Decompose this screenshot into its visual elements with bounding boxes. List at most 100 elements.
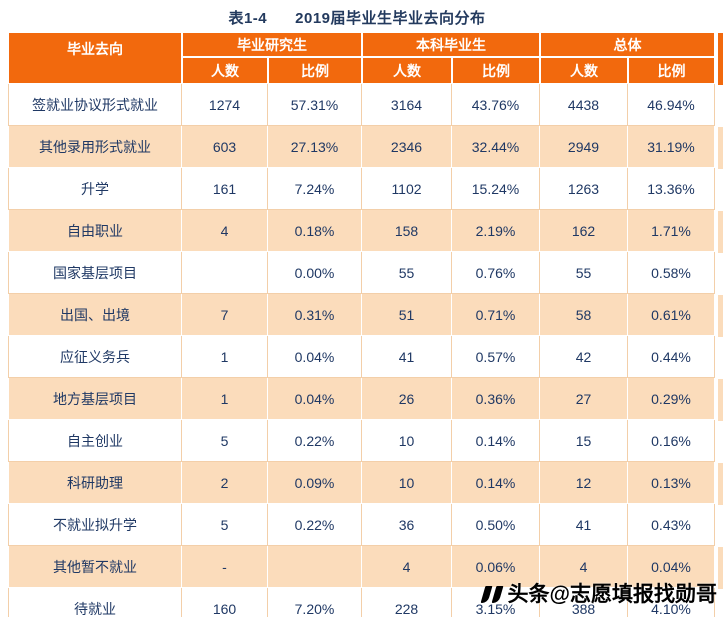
table-row: 地方基层项目 1 0.04% 26 0.36% 27 0.29% — [8, 378, 715, 420]
table-row: 其他暂不就业 -4 0.06% 4 0.04% — [8, 546, 715, 588]
cell-value: 26 — [362, 378, 452, 420]
cell-value: 0.76% — [452, 252, 540, 294]
cell-value: 0.09% — [268, 462, 362, 504]
cell-value: 0.57% — [452, 336, 540, 378]
cell-value: 7.24% — [268, 168, 362, 210]
row-label: 待就业 — [8, 588, 182, 617]
cell-value: 42 — [540, 336, 628, 378]
cell-value: 0.22% — [268, 504, 362, 546]
header-group-total: 总体 — [540, 32, 715, 57]
header-group-row: 毕业去向 毕业研究生 本科毕业生 总体 — [8, 32, 715, 84]
cell-value: 32.44% — [452, 126, 540, 168]
row-label: 签就业协议形式就业 — [8, 84, 182, 126]
cell-value: 0.71% — [452, 294, 540, 336]
cell-value: 161 — [182, 168, 268, 210]
cell-value: 1.71% — [628, 210, 715, 252]
cell-value: 55 — [362, 252, 452, 294]
cell-value: 228 — [362, 588, 452, 617]
table-row: 其他录用形式就业 603 27.13% 2346 32.44% 2949 31.19% — [8, 126, 715, 168]
cell-value: 55 — [540, 252, 628, 294]
row-label: 不就业拟升学 — [8, 504, 182, 546]
cell-value: 12 — [540, 462, 628, 504]
cell-value: 1 — [182, 336, 268, 378]
table-row: 待就业 160 7.20% 228 3.15% 388 4.10% — [8, 588, 715, 617]
cell-value: 1263 — [540, 168, 628, 210]
cell-value: 4 — [182, 210, 268, 252]
cell-value: 0.29% — [628, 378, 715, 420]
row-label: 自主创业 — [8, 420, 182, 462]
cell-value: 4 — [362, 546, 452, 588]
table-title: 表1-4 2019届毕业生毕业去向分布 — [228, 10, 486, 27]
cell-value: 41 — [540, 504, 628, 546]
row-label: 出国、出境 — [8, 294, 182, 336]
table-row: 应征义务兵 1 0.04% 41 0.57% 42 0.44% — [8, 336, 715, 378]
cell-value: 1 — [182, 378, 268, 420]
cell-value: 2346 — [362, 126, 452, 168]
table-row: 自主创业 5 0.22% 10 0.14% 15 0.16% — [8, 420, 715, 462]
cell-value: 31.19% — [628, 126, 715, 168]
table-row: 不就业拟升学 5 0.22% 36 0.50% 41 0.43% — [8, 504, 715, 546]
cell-value: 41 — [362, 336, 452, 378]
table-header: 毕业去向 毕业研究生 本科毕业生 总体 人数 比例 人数 比例 人数 比例 — [8, 32, 715, 84]
cell-value: 0.13% — [628, 462, 715, 504]
subheader-count: 人数 — [540, 57, 628, 84]
cell-value: 0.06% — [452, 546, 540, 588]
cell-value: 27 — [540, 378, 628, 420]
table-row: 科研助理 2 0.09% 10 0.14% 12 0.13% — [8, 462, 715, 504]
cell-value: 15 — [540, 420, 628, 462]
cell-value: 3.15% — [452, 588, 540, 617]
row-label: 升学 — [8, 168, 182, 210]
cell-value: 0.14% — [452, 420, 540, 462]
cell-value: 0.61% — [628, 294, 715, 336]
subheader-count: 人数 — [362, 57, 452, 84]
subheader-ratio: 比例 — [628, 57, 715, 84]
header-sub-row: 人数 比例 人数 比例 人数 比例 — [8, 57, 715, 84]
cell-value: 0.22% — [268, 420, 362, 462]
cell-value: 2949 — [540, 126, 628, 168]
cell-value: 43.76% — [452, 84, 540, 126]
cell-value: 388 — [540, 588, 628, 617]
row-label: 地方基层项目 — [8, 378, 182, 420]
header-group-postgraduate: 毕业研究生 — [182, 32, 362, 57]
cell-value: 13.36% — [628, 168, 715, 210]
clipped-table-edge — [718, 33, 723, 617]
table-row: 升学 161 7.24% 1102 15.24% 1263 13.36% — [8, 168, 715, 210]
cell-value: 7.20% — [268, 588, 362, 617]
row-label: 科研助理 — [8, 462, 182, 504]
cell-value: 10 — [362, 420, 452, 462]
cell-value: 0.18% — [268, 210, 362, 252]
watermark: 头条@志愿填报找勋哥 — [480, 578, 717, 608]
cell-value: 0.36% — [452, 378, 540, 420]
toutiao-logo-icon — [480, 584, 503, 603]
cell-value: 51 — [362, 294, 452, 336]
cell-value: 46.94% — [628, 84, 715, 126]
cell-value: 0.04% — [268, 378, 362, 420]
graduate-destination-table: 毕业去向 毕业研究生 本科毕业生 总体 人数 比例 人数 比例 人数 比例 签就… — [8, 32, 715, 617]
cell-value: 0.16% — [628, 420, 715, 462]
row-label: 其他录用形式就业 — [8, 126, 182, 168]
row-label: 其他暂不就业 — [8, 546, 182, 588]
cell-value: 2.19% — [452, 210, 540, 252]
cell-value: 0.58% — [628, 252, 715, 294]
row-label: 自由职业 — [8, 210, 182, 252]
cell-value: 15.24% — [452, 168, 540, 210]
table-row: 签就业协议形式就业 1274 57.31% 3164 43.76% 4438 46.94% — [8, 84, 715, 126]
cell-value: 158 — [362, 210, 452, 252]
table-row: 自由职业 4 0.18% 158 2.19% 162 1.71% — [8, 210, 715, 252]
header-destination: 毕业去向 — [8, 32, 182, 84]
cell-value: 1102 — [362, 168, 452, 210]
cell-value: - — [182, 546, 268, 588]
header-group-undergraduate: 本科毕业生 — [362, 32, 540, 57]
cell-value: 603 — [182, 126, 268, 168]
row-label: 国家基层项目 — [8, 252, 182, 294]
table-row: 国家基层项目 0.00% 55 0.76% 55 0.58% — [8, 252, 715, 294]
cell-value — [182, 252, 268, 294]
cell-value: 3164 — [362, 84, 452, 126]
cell-value: 7 — [182, 294, 268, 336]
cell-value: 5 — [182, 504, 268, 546]
cell-value: 0.50% — [452, 504, 540, 546]
cell-value: 4 — [540, 546, 628, 588]
cell-value — [268, 546, 362, 588]
cell-value: 0.00% — [268, 252, 362, 294]
